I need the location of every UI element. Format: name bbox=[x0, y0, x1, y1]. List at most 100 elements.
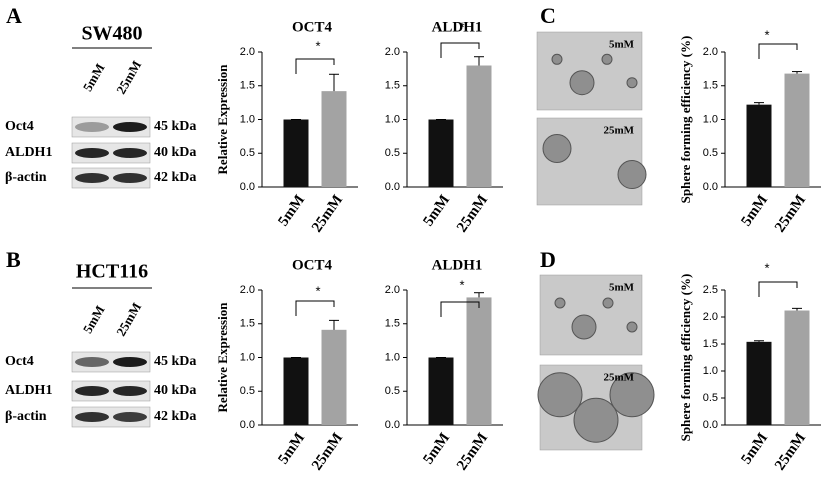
size-label: 45 kDa bbox=[154, 119, 196, 134]
chart-title: OCT4 bbox=[292, 257, 333, 273]
panel-letter: B bbox=[6, 247, 21, 272]
protein-label: Oct4 bbox=[5, 354, 34, 369]
y-tick-label: 1.5 bbox=[703, 338, 718, 350]
band bbox=[75, 148, 109, 158]
error-bar bbox=[754, 340, 764, 342]
sig-star: * bbox=[459, 19, 464, 34]
protein-label: β-actin bbox=[5, 409, 47, 424]
y-axis-label: Sphere forming efficiency (%) bbox=[678, 274, 693, 442]
sig-star: * bbox=[459, 277, 464, 292]
image-label: 25mM bbox=[603, 125, 634, 137]
x-tick-label: 5mM bbox=[275, 430, 308, 467]
chart-title: OCT4 bbox=[292, 19, 333, 35]
error-bar bbox=[329, 73, 339, 92]
y-tick-label: 2.0 bbox=[240, 284, 255, 296]
y-tick-label: 1.0 bbox=[703, 113, 718, 125]
cell-line: HCT116 bbox=[76, 261, 148, 283]
panel-letter: C bbox=[540, 3, 556, 28]
band bbox=[113, 173, 147, 183]
bar bbox=[746, 341, 772, 425]
bar bbox=[466, 65, 492, 187]
sig-bracket bbox=[295, 58, 335, 74]
band bbox=[113, 122, 147, 132]
y-axis-label: Sphere forming efficiency (%) bbox=[678, 36, 693, 204]
band bbox=[113, 412, 147, 422]
y-tick-label: 0.5 bbox=[703, 147, 718, 159]
sig-star: * bbox=[764, 260, 769, 275]
y-tick-label: 0.0 bbox=[703, 181, 718, 193]
x-tick-label: 25mM bbox=[772, 192, 809, 235]
sphere bbox=[626, 321, 638, 333]
protein-label: Oct4 bbox=[5, 119, 34, 134]
x-tick-label: 25mM bbox=[309, 192, 346, 235]
y-tick-label: 0.0 bbox=[703, 419, 718, 431]
y-tick-label: 0.5 bbox=[240, 385, 255, 397]
bar bbox=[784, 73, 810, 187]
x-tick-label: 5mM bbox=[738, 192, 771, 229]
x-tick-label: 25mM bbox=[454, 192, 491, 235]
band bbox=[113, 148, 147, 158]
y-tick-label: 2.0 bbox=[385, 284, 400, 296]
x-tick-label: 25mM bbox=[309, 430, 346, 473]
sphere bbox=[571, 314, 597, 340]
y-tick-label: 2.0 bbox=[703, 311, 718, 323]
sphere bbox=[573, 397, 619, 443]
band bbox=[75, 386, 109, 396]
bar bbox=[746, 104, 772, 187]
y-tick-label: 2.0 bbox=[240, 46, 255, 58]
sphere bbox=[602, 297, 614, 309]
panel-letter: A bbox=[6, 3, 22, 28]
y-tick-label: 2.0 bbox=[385, 46, 400, 58]
bar bbox=[428, 119, 454, 187]
error-bar bbox=[792, 307, 802, 311]
bar bbox=[321, 91, 347, 187]
y-tick-label: 0.5 bbox=[385, 147, 400, 159]
lane-label: 5mM bbox=[80, 61, 108, 94]
y-tick-label: 1.0 bbox=[240, 351, 255, 363]
sig-star: * bbox=[315, 38, 320, 53]
sphere bbox=[537, 372, 583, 418]
bar bbox=[283, 119, 309, 187]
blot-strip bbox=[71, 406, 151, 428]
chart-title: ALDH1 bbox=[432, 257, 483, 273]
sphere bbox=[554, 297, 566, 309]
y-tick-label: 1.0 bbox=[703, 365, 718, 377]
y-tick-label: 0.5 bbox=[385, 385, 400, 397]
bar bbox=[428, 357, 454, 425]
lane-label: 25mM bbox=[113, 58, 144, 97]
y-tick-label: 1.0 bbox=[385, 351, 400, 363]
protein-label: ALDH1 bbox=[5, 145, 52, 160]
band bbox=[113, 386, 147, 396]
sphere bbox=[551, 53, 563, 65]
x-tick-label: 25mM bbox=[772, 430, 809, 473]
y-tick-label: 1.5 bbox=[703, 80, 718, 92]
sig-star: * bbox=[315, 283, 320, 298]
size-label: 40 kDa bbox=[154, 145, 196, 160]
y-tick-label: 0.0 bbox=[240, 181, 255, 193]
y-tick-label: 0.0 bbox=[385, 419, 400, 431]
y-tick-label: 1.5 bbox=[385, 318, 400, 330]
size-label: 42 kDa bbox=[154, 170, 196, 185]
blot-strip bbox=[71, 351, 151, 373]
bar bbox=[784, 310, 810, 425]
blot-strip bbox=[71, 380, 151, 402]
lane-label: 25mM bbox=[113, 300, 144, 339]
sig-bracket bbox=[758, 281, 798, 297]
y-tick-label: 1.5 bbox=[240, 80, 255, 92]
x-tick-label: 5mM bbox=[738, 430, 771, 467]
y-tick-label: 1.5 bbox=[240, 318, 255, 330]
sig-star: * bbox=[764, 27, 769, 42]
band bbox=[75, 122, 109, 132]
y-tick-label: 0.5 bbox=[240, 147, 255, 159]
blot-strip bbox=[71, 142, 151, 164]
y-tick-label: 2.5 bbox=[703, 284, 718, 296]
size-label: 42 kDa bbox=[154, 409, 196, 424]
y-tick-label: 1.0 bbox=[240, 113, 255, 125]
y-tick-label: 0.5 bbox=[703, 392, 718, 404]
sphere bbox=[609, 372, 655, 418]
bar bbox=[321, 329, 347, 425]
sphere bbox=[617, 160, 647, 190]
sig-bracket bbox=[440, 42, 480, 58]
image-label: 5mM bbox=[609, 39, 635, 51]
size-label: 40 kDa bbox=[154, 383, 196, 398]
